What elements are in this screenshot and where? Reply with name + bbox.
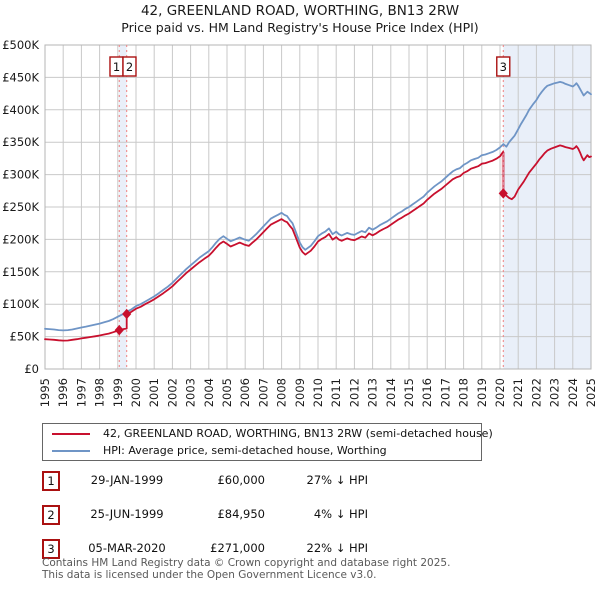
- sale-marker: [498, 188, 508, 199]
- svg-text:1997: 1997: [74, 378, 88, 407]
- transaction-number-badge: 3: [42, 539, 60, 559]
- sale-marker: [114, 324, 124, 336]
- price-chart: £0 £50K £100K £150K £200K £250K £300K £350K £400…: [2, 38, 598, 407]
- legend-label-hpi: HPI: Average price, semi-detached house,…: [103, 444, 387, 457]
- svg-text:2: 2: [126, 60, 133, 74]
- transaction-date: 29-JAN-1999: [90, 473, 164, 487]
- svg-text:2020: 2020: [493, 378, 507, 407]
- transaction-row: 2 25-JUN-1999 £84,950 4% ↓ HPI: [42, 505, 382, 527]
- transaction-date: 25-JUN-1999: [90, 507, 164, 521]
- svg-text:2019: 2019: [475, 378, 489, 407]
- svg-text:1998: 1998: [93, 378, 107, 407]
- hpi-line: [44, 81, 592, 332]
- svg-text:£100K: £100K: [2, 297, 39, 311]
- svg-text:2013: 2013: [366, 378, 380, 407]
- sale-marker: [122, 308, 132, 320]
- svg-text:2014: 2014: [384, 378, 398, 407]
- transaction-price: £271,000: [210, 541, 265, 555]
- price-line-sample: [52, 432, 90, 435]
- chart-frame: [44, 44, 592, 370]
- page-subtitle: Price paid vs. HM Land Registry's House …: [121, 20, 479, 35]
- svg-text:2002: 2002: [165, 378, 179, 407]
- copyright-footer: Contains HM Land Registry data © Crown c…: [42, 557, 598, 581]
- svg-text:1999: 1999: [111, 378, 125, 407]
- svg-text:£50K: £50K: [10, 330, 40, 344]
- svg-text:2001: 2001: [147, 378, 161, 407]
- hpi-line-sample: [52, 449, 90, 452]
- svg-text:1995: 1995: [38, 378, 52, 407]
- price-line: [44, 144, 592, 342]
- legend-row-hpi: HPI: Average price, semi-detached house,…: [43, 442, 481, 459]
- transaction-date: 05-MAR-2020: [88, 541, 166, 555]
- transaction-price: £84,950: [217, 507, 265, 521]
- sale-markers: [114, 188, 508, 336]
- svg-text:2011: 2011: [329, 378, 343, 407]
- svg-text:2015: 2015: [402, 378, 416, 407]
- y-axis-labels: £0 £50K £100K £150K £200K £250K £300K £350K £400…: [2, 38, 39, 376]
- page-title: 42, GREENLAND ROAD, WORTHING, BN13 2RW: [140, 3, 460, 19]
- x-axis-labels: 1995 1996 1997 1998 1999 2000 2001 2002 2003 2004…: [38, 378, 598, 407]
- svg-text:2007: 2007: [256, 378, 270, 407]
- legend-label-price: 42, GREENLAND ROAD, WORTHING, BN13 2RW (…: [103, 427, 493, 440]
- transaction-number-badge: 2: [42, 505, 60, 525]
- svg-text:2022: 2022: [529, 378, 543, 407]
- svg-text:£500K: £500K: [2, 38, 39, 52]
- transaction-row: 1 29-JAN-1999 £60,000 27% ↓ HPI: [42, 471, 382, 493]
- svg-text:2016: 2016: [420, 378, 434, 407]
- svg-text:£150K: £150K: [2, 265, 39, 279]
- svg-text:£0: £0: [24, 362, 39, 376]
- svg-text:2012: 2012: [347, 378, 361, 407]
- svg-text:2003: 2003: [184, 378, 198, 407]
- svg-text:2005: 2005: [220, 378, 234, 407]
- svg-text:£300K: £300K: [2, 168, 39, 182]
- svg-text:£250K: £250K: [2, 200, 39, 214]
- svg-text:2008: 2008: [275, 378, 289, 407]
- svg-text:2021: 2021: [511, 378, 525, 407]
- svg-text:2017: 2017: [438, 378, 452, 407]
- svg-text:2024: 2024: [566, 378, 580, 407]
- svg-text:1: 1: [113, 60, 120, 74]
- svg-text:2018: 2018: [457, 378, 471, 407]
- svg-text:2000: 2000: [129, 378, 143, 407]
- svg-text:2009: 2009: [293, 378, 307, 407]
- svg-text:2010: 2010: [311, 378, 325, 407]
- svg-text:1996: 1996: [56, 378, 70, 407]
- svg-text:£200K: £200K: [2, 232, 39, 246]
- transaction-row: 3 05-MAR-2020 £271,000 22% ↓ HPI: [42, 539, 382, 561]
- transaction-number-badge: 1: [42, 471, 60, 491]
- svg-text:£350K: £350K: [2, 135, 39, 149]
- footer-line-2: This data is licensed under the Open Gov…: [42, 568, 377, 581]
- svg-text:3: 3: [500, 60, 507, 74]
- svg-text:2006: 2006: [238, 378, 252, 407]
- svg-text:£450K: £450K: [2, 70, 39, 84]
- legend-row-price: 42, GREENLAND ROAD, WORTHING, BN13 2RW (…: [43, 425, 493, 442]
- transaction-hpi-diff: 27% ↓ HPI: [306, 473, 368, 487]
- svg-text:2004: 2004: [202, 378, 216, 407]
- svg-text:£400K: £400K: [2, 103, 39, 117]
- transaction-price: £60,000: [217, 473, 265, 487]
- transaction-hpi-diff: 4% ↓ HPI: [313, 507, 368, 521]
- chart-legend: 42, GREENLAND ROAD, WORTHING, BN13 2RW (…: [42, 423, 493, 461]
- transaction-hpi-diff: 22% ↓ HPI: [306, 541, 368, 555]
- footer-line-1: Contains HM Land Registry data © Crown c…: [42, 557, 451, 569]
- svg-text:2025: 2025: [584, 378, 598, 407]
- svg-text:2023: 2023: [548, 378, 562, 407]
